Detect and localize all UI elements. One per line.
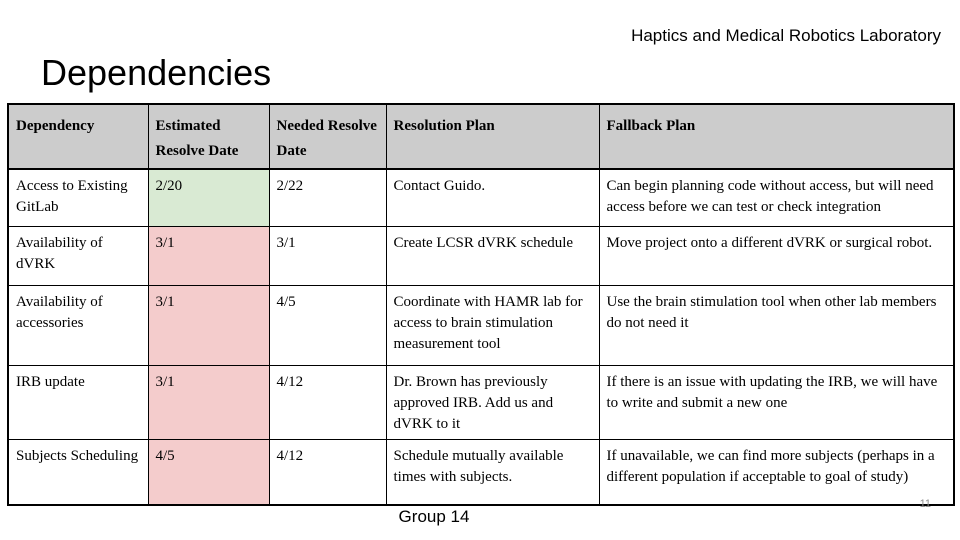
cell-fallback-plan: Use the brain stimulation tool when othe… [598,284,955,366]
cell-fallback-plan: Can begin planning code without access, … [598,168,955,227]
dependencies-table: Dependency Estimated Resolve Date Needed… [7,103,955,506]
page-title: Dependencies [41,52,272,93]
cell-needed-date: 4/12 [268,438,387,506]
cell-dependency: Availability of accessories [7,284,149,366]
cell-estimated-date: 4/5 [147,438,270,506]
table-row: Availability of accessories 3/1 4/5 Coor… [7,284,955,366]
cell-resolution-plan: Coordinate with HAMR lab for access to b… [385,284,600,366]
cell-dependency: Availability of dVRK [7,225,149,286]
cell-resolution-plan: Dr. Brown has previously approved IRB. A… [385,364,600,440]
header-needed-resolve-date: Needed Resolve Date [268,103,387,170]
cell-resolution-plan: Contact Guido. [385,168,600,227]
cell-fallback-plan: Move project onto a different dVRK or su… [598,225,955,286]
cell-needed-date: 3/1 [268,225,387,286]
cell-estimated-date: 3/1 [147,284,270,366]
header-fallback-plan: Fallback Plan [598,103,955,170]
cell-resolution-plan: Create LCSR dVRK schedule [385,225,600,286]
table-header-row: Dependency Estimated Resolve Date Needed… [7,103,955,170]
cell-dependency: Subjects Scheduling [7,438,149,506]
cell-needed-date: 4/12 [268,364,387,440]
header-estimated-resolve-date: Estimated Resolve Date [147,103,270,170]
header-resolution-plan: Resolution Plan [385,103,600,170]
cell-needed-date: 4/5 [268,284,387,366]
table-row: Access to Existing GitLab 2/20 2/22 Cont… [7,168,955,227]
cell-fallback-plan: If unavailable, we can find more subject… [598,438,955,506]
cell-needed-date: 2/22 [268,168,387,227]
cell-dependency: IRB update [7,364,149,440]
group-label: Group 14 [398,507,470,526]
cell-estimated-date: 3/1 [147,225,270,286]
cell-resolution-plan: Schedule mutually available times with s… [385,438,600,506]
cell-dependency: Access to Existing GitLab [7,168,149,227]
header-dependency: Dependency [7,103,149,170]
table-row: Subjects Scheduling 4/5 4/12 Schedule mu… [7,438,955,506]
lab-name-header: Haptics and Medical Robotics Laboratory [631,26,941,45]
cell-fallback-plan: If there is an issue with updating the I… [598,364,955,440]
cell-estimated-date: 3/1 [147,364,270,440]
page-number: 11 [919,498,931,510]
table-row: Availability of dVRK 3/1 3/1 Create LCSR… [7,225,955,286]
table-row: IRB update 3/1 4/12 Dr. Brown has previo… [7,364,955,440]
cell-estimated-date: 2/20 [147,168,270,227]
